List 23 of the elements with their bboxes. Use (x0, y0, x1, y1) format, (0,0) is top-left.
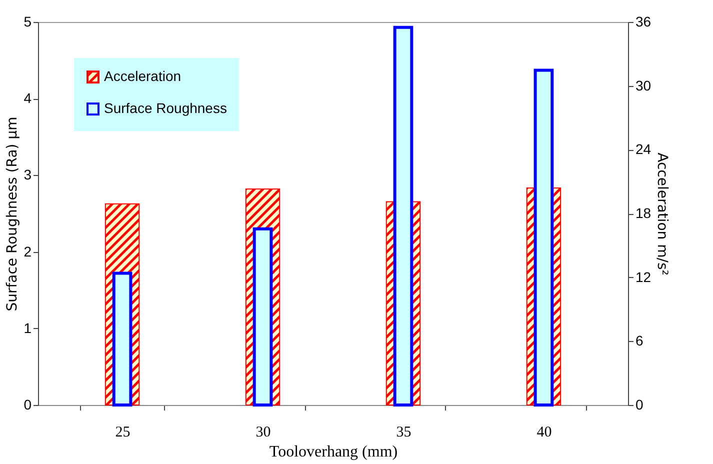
y2-axis-title: Acceleration m/s² (654, 152, 670, 276)
y-tick-label: 0 (24, 396, 32, 412)
y2-tick-label: 36 (636, 14, 652, 30)
y-axis-title: Surface Roughness (Ra) µm (4, 116, 21, 312)
y-tick-label: 3 (24, 166, 32, 183)
y2-tick-label: 0 (636, 396, 644, 412)
bar (112, 272, 132, 406)
y2-tick-label: 12 (636, 268, 652, 285)
y-tick-label: 5 (24, 14, 32, 30)
x-tick-label: 35 (396, 424, 412, 440)
legend-label: Surface Roughness (104, 100, 227, 116)
y2-tick-label: 6 (636, 332, 644, 349)
y2-tick-label: 24 (636, 141, 652, 158)
x-tick-label: 25 (115, 424, 130, 440)
x-tick-label: 30 (256, 424, 271, 440)
y2-tick-label: 30 (636, 77, 652, 94)
x-axis-title: Tooloverhang (mm) (269, 444, 398, 460)
y-tick-label: 4 (24, 90, 32, 106)
y2-tick-label: 18 (636, 205, 652, 221)
y-tick-label: 2 (24, 243, 32, 260)
legend-label: Acceleration (104, 68, 182, 84)
y-tick-label: 1 (24, 320, 32, 336)
x-tick-label: 40 (536, 424, 552, 440)
